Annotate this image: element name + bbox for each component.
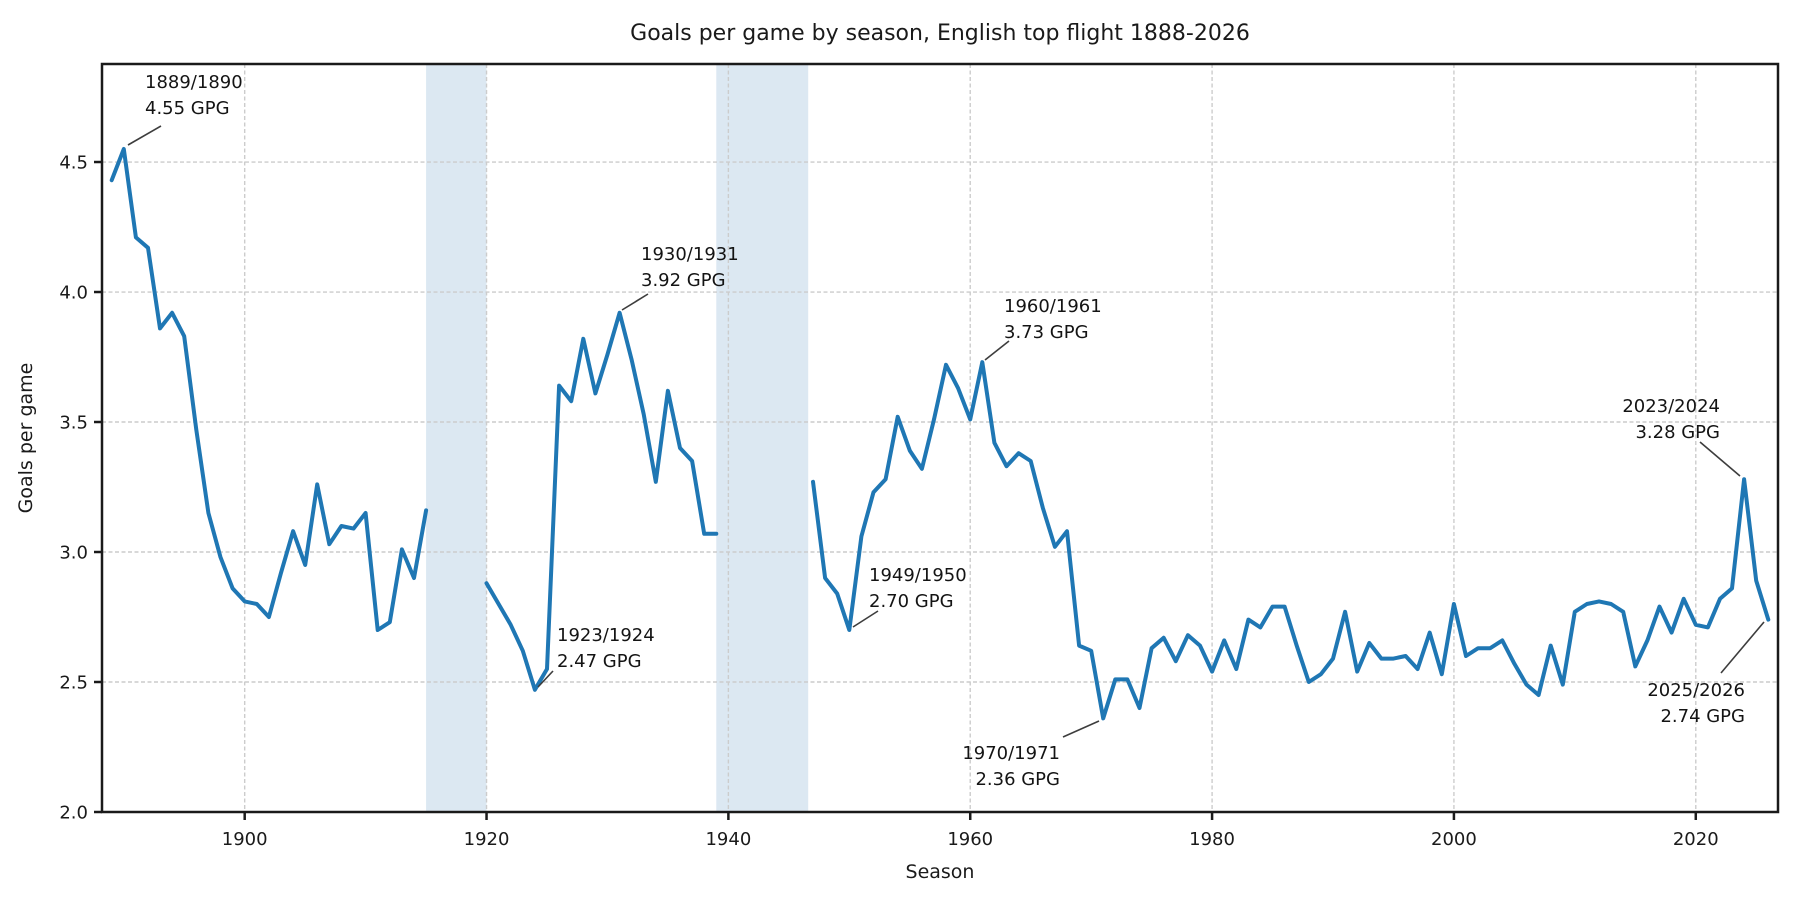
league-gap-band-1 <box>426 64 487 812</box>
x-tick-label: 1940 <box>705 829 751 850</box>
gpg-line-segment-1 <box>109 147 429 632</box>
x-tick-label: 2020 <box>1673 829 1719 850</box>
annotation-leader-line <box>621 293 649 311</box>
annotation-label: 2023/2024 <box>1622 396 1720 417</box>
x-tick-label: 1960 <box>947 829 993 850</box>
league-gap-band-2 <box>716 64 809 812</box>
annotation-leader-line <box>1720 621 1765 674</box>
annotation-label: 2.74 GPG <box>1660 706 1745 727</box>
x-tick-label: 1900 <box>222 829 268 850</box>
x-tick-label: 1920 <box>464 829 510 850</box>
x-axis-label: Season <box>906 861 975 883</box>
chart-title: Goals per game by season, English top fl… <box>630 21 1250 46</box>
annotation-label: 1960/1961 <box>1004 296 1102 317</box>
annotation-label: 2025/2026 <box>1647 680 1745 701</box>
y-tick-label: 4.5 <box>59 153 88 174</box>
y-tick-label: 4.0 <box>59 283 88 304</box>
y-axis-label: Goals per game <box>15 363 37 514</box>
y-tick-label: 3.0 <box>59 543 88 564</box>
annotation-label: 3.28 GPG <box>1635 422 1720 443</box>
y-tick-label: 3.5 <box>59 413 88 434</box>
annotation-label: 3.73 GPG <box>1004 322 1089 343</box>
y-tick-label: 2.0 <box>59 803 88 824</box>
gpg-line-segment-3 <box>811 360 1771 721</box>
annotation-label: 1970/1971 <box>962 743 1060 764</box>
annotation-label: 1949/1950 <box>869 565 967 586</box>
annotation-leader-line <box>127 125 162 146</box>
annotation-label: 2.36 GPG <box>975 769 1060 790</box>
annotation-leader-line <box>1699 441 1741 477</box>
y-tick-label: 2.5 <box>59 673 88 694</box>
annotation-leader-line <box>984 340 1010 361</box>
plot-area: 1900 1920 1940 1960 1980 2000 2020 2.0 2.5 3.0 3.5… <box>59 62 1780 850</box>
x-tick-label: 2000 <box>1431 829 1477 850</box>
x-tick-label: 1980 <box>1189 829 1235 850</box>
annotation-label: 1923/1924 <box>557 625 655 646</box>
annotation-label: 2.70 GPG <box>869 591 954 612</box>
annotation-label: 4.55 GPG <box>145 98 230 119</box>
annotation-label: 2.47 GPG <box>557 651 642 672</box>
plot-frame <box>100 62 1780 814</box>
annotation-leader-line <box>852 610 879 628</box>
annotation-label: 3.92 GPG <box>641 270 726 291</box>
gpg-line-segment-2 <box>484 310 719 692</box>
annotation-label: 1889/1890 <box>145 72 243 93</box>
annotation-label: 1930/1931 <box>641 244 739 265</box>
annotation-leader-line <box>1062 720 1100 738</box>
annotation-leader-line <box>537 670 554 688</box>
